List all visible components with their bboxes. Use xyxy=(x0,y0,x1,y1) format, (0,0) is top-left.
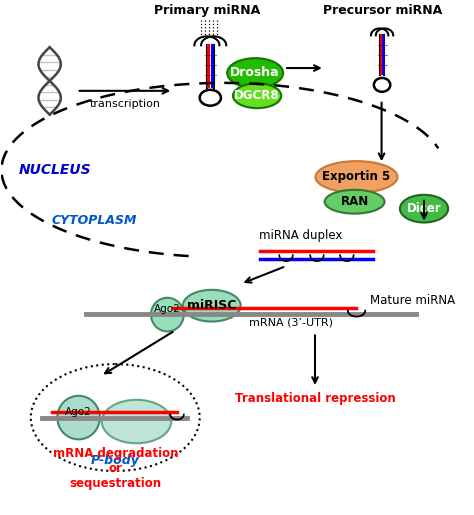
Text: transcription: transcription xyxy=(90,99,160,109)
Text: P-body: P-body xyxy=(91,454,140,467)
Ellipse shape xyxy=(233,83,281,108)
Text: Translational repression: Translational repression xyxy=(235,392,395,405)
Ellipse shape xyxy=(183,290,241,321)
Text: Mature miRNA: Mature miRNA xyxy=(370,294,455,307)
Circle shape xyxy=(151,298,184,332)
Ellipse shape xyxy=(227,58,283,88)
Text: mRNA degradation
or
sequestration: mRNA degradation or sequestration xyxy=(53,447,178,490)
Ellipse shape xyxy=(102,400,171,443)
Text: RAN: RAN xyxy=(340,195,369,208)
Text: Primary miRNA: Primary miRNA xyxy=(154,4,260,16)
Text: miRNA duplex: miRNA duplex xyxy=(259,229,342,243)
Ellipse shape xyxy=(400,195,448,222)
Text: Exportin 5: Exportin 5 xyxy=(322,170,391,183)
Ellipse shape xyxy=(325,190,384,214)
Text: Ago2: Ago2 xyxy=(65,407,92,417)
Text: Precursor miRNA: Precursor miRNA xyxy=(323,4,442,16)
Text: CYTOPLASM: CYTOPLASM xyxy=(52,214,137,227)
Text: Drosha: Drosha xyxy=(230,66,280,79)
Text: DGCR8: DGCR8 xyxy=(234,89,280,102)
Text: Ago2: Ago2 xyxy=(154,304,181,314)
Text: Dicer: Dicer xyxy=(407,202,441,215)
Ellipse shape xyxy=(316,161,398,193)
Text: miRISC: miRISC xyxy=(187,299,237,312)
Text: mRNA (3’-UTR): mRNA (3’-UTR) xyxy=(249,317,333,328)
Text: NUCLEUS: NUCLEUS xyxy=(19,163,91,177)
Circle shape xyxy=(57,396,100,439)
